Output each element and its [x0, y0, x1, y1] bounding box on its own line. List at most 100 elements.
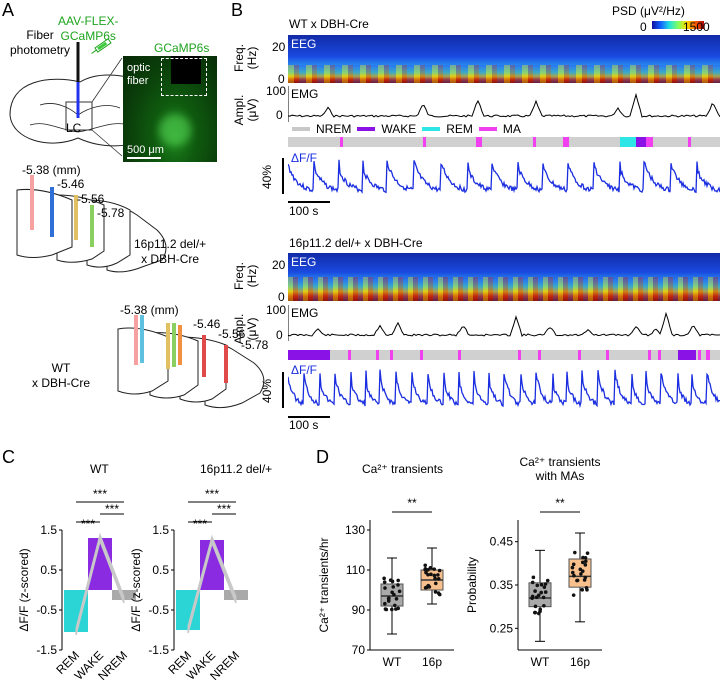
- d-xtick-label: 16p: [570, 655, 590, 669]
- d-ylabel: Probability: [465, 557, 479, 613]
- c-ytick-label: 0.5: [40, 563, 57, 577]
- d-point: [573, 550, 577, 555]
- hypnogram-segment: [458, 350, 461, 360]
- wt-coord-2: -5.46: [193, 317, 221, 331]
- del-freq-tick-0: 0: [278, 290, 285, 304]
- d-point: [433, 581, 438, 586]
- hypnogram-segment: [476, 137, 482, 147]
- legend-rem-swatch: [422, 127, 441, 131]
- d-sig-label: **: [407, 496, 417, 510]
- hypnogram-segment: [348, 350, 351, 360]
- d-point: [536, 593, 541, 598]
- hypnogram-segment: [688, 137, 691, 147]
- wt-coord-4: -5.78: [241, 338, 269, 352]
- d-point: [541, 595, 546, 600]
- d-point: [433, 576, 437, 581]
- d-point: [432, 567, 437, 571]
- d-point: [397, 589, 402, 594]
- d-point: [394, 596, 399, 601]
- d-point: [539, 590, 544, 595]
- d-sig-label: **: [555, 496, 565, 510]
- c-ylabel: ΔF/F (z-scored): [129, 548, 143, 631]
- d-point: [545, 578, 550, 583]
- d-point: [533, 610, 538, 615]
- coronal-sections-wt: [117, 315, 265, 409]
- wt-group-label: WT x DBH-Cre: [32, 361, 91, 390]
- hypnogram-segment: [706, 350, 710, 360]
- panel-c-label: C: [2, 447, 15, 467]
- c-ytick-label: -1.5: [148, 643, 169, 657]
- wt-time-scale: 100 s: [289, 204, 319, 218]
- del-freq-tick-20: 20: [272, 258, 286, 272]
- d-point: [583, 556, 588, 560]
- c-sig-label: ***: [93, 487, 107, 501]
- del-time-scale: 100 s: [289, 418, 319, 432]
- d-ytick-label: 0.45: [490, 535, 514, 549]
- c-individual-line: [187, 540, 237, 634]
- legend-rem: REM: [446, 122, 473, 136]
- wt-dff-scale: 40%: [260, 164, 275, 190]
- c-sig-label: ***: [217, 502, 231, 516]
- d-point: [535, 583, 540, 588]
- del-emg-label: EMG: [291, 306, 319, 320]
- d-point: [585, 551, 590, 555]
- d-point: [530, 580, 535, 585]
- d-chart2-title: Ca²⁺ transients with MAs: [519, 455, 601, 483]
- d-point: [391, 585, 396, 589]
- d-point: [583, 575, 588, 580]
- d-point: [580, 560, 585, 565]
- d-point: [580, 569, 585, 573]
- hypnogram-segment: [646, 137, 653, 147]
- panel-a-label: A: [2, 0, 15, 20]
- d-point: [429, 572, 433, 577]
- d-ytick-label: 130: [345, 523, 365, 537]
- d-point: [538, 609, 542, 614]
- c-wt-title: WT: [90, 462, 109, 476]
- psd-max: 1500: [683, 20, 710, 34]
- d-point: [570, 570, 575, 575]
- c-del-title: 16p11.2 del/+: [200, 462, 273, 476]
- state-legend: NREM WAKE REM MA: [292, 122, 521, 136]
- d-point: [543, 590, 548, 594]
- fiber-track-3: [74, 195, 78, 240]
- d-point: [388, 578, 393, 583]
- hypnogram-segment: [698, 350, 701, 360]
- del-coord-2: -5.46: [57, 177, 85, 191]
- hypnogram-segment: [578, 350, 581, 360]
- wt-title: WT x DBH-Cre: [289, 17, 369, 31]
- d-ytick-label: 0.25: [490, 621, 514, 635]
- d-point: [531, 575, 536, 580]
- del-eeg-label: EEG: [291, 255, 317, 269]
- d-point: [571, 593, 576, 597]
- d-point: [583, 559, 588, 564]
- d-xtick-label: WT: [383, 655, 402, 669]
- hypnogram-segment: [376, 350, 379, 360]
- d-point: [581, 555, 585, 560]
- del-dff-scalebar: [282, 372, 284, 408]
- brain-schematic: [9, 38, 164, 157]
- psd-min: 0: [640, 20, 647, 34]
- del-group-label: 16p11.2 del/+ x DBH-Cre: [134, 237, 207, 266]
- fiber-photometry-label: Fiber photometry: [10, 28, 71, 57]
- hypnogram-segment: [563, 137, 569, 147]
- del-spectrogram: EEG: [288, 253, 720, 301]
- psd-colorbar: [652, 21, 704, 29]
- d-point: [394, 607, 398, 611]
- legend-wake: WAKE: [381, 122, 417, 136]
- optic-fiber-label: optic fiber: [127, 62, 151, 87]
- d-point: [428, 566, 433, 570]
- d-point: [427, 585, 432, 589]
- del-freq-axis: Freq. (Hz): [232, 262, 259, 291]
- d-point: [396, 578, 400, 583]
- hypnogram-segment: [420, 350, 423, 360]
- d-chart1-title: Ca²⁺ transients: [362, 462, 444, 476]
- wt-ampl-tick-100: 100: [266, 84, 287, 98]
- hypnogram-segment: [636, 137, 646, 147]
- d-xtick-label: 16p: [422, 655, 442, 669]
- del-dff-trace: [288, 369, 720, 409]
- hypnogram-segment: [606, 350, 609, 360]
- del-time-scalebar: [288, 416, 330, 418]
- hypnogram-segment: [648, 350, 651, 360]
- legend-ma-swatch: [478, 127, 497, 131]
